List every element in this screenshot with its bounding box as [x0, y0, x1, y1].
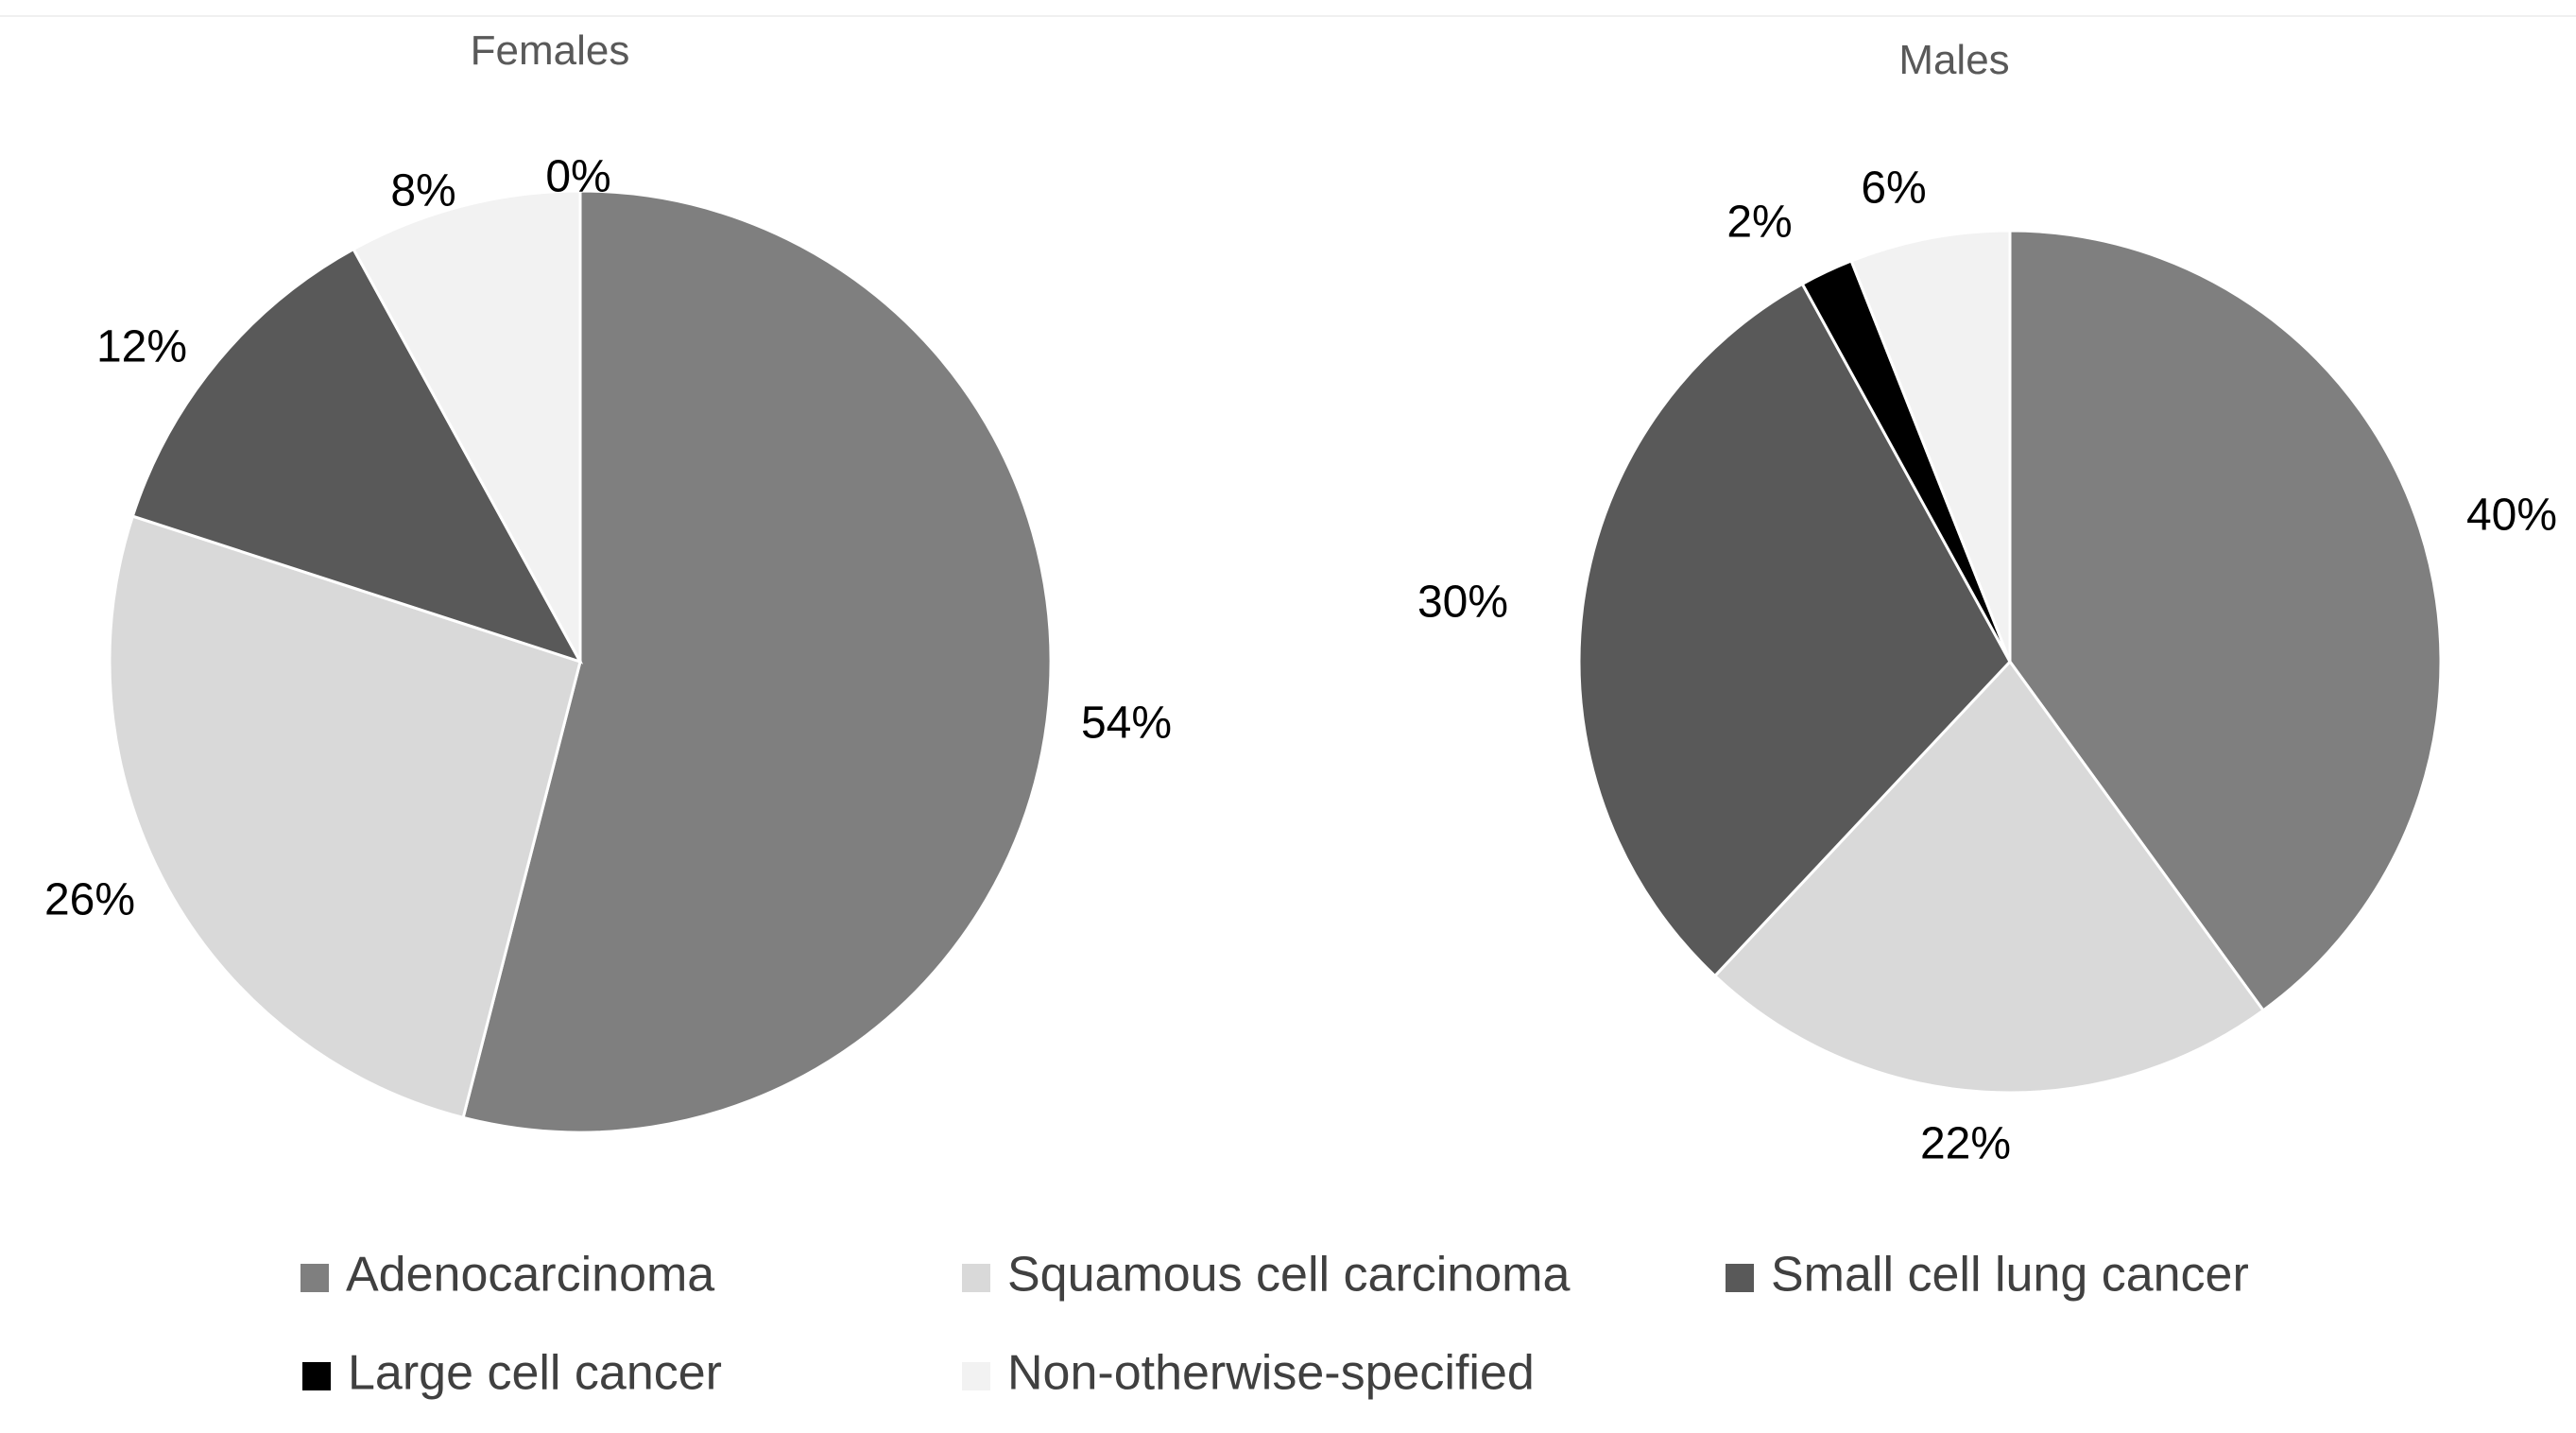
females-label-small-cell: 12% — [96, 322, 187, 372]
males-slice-adenocarcinoma — [2008, 229, 2443, 1013]
legend: Adenocarcinoma Squamous cell carcinoma Sma… — [301, 1248, 2249, 1401]
males-label-nos: 6% — [1861, 164, 1926, 214]
legend-swatch-small-cell — [1726, 1264, 1754, 1292]
males-slice-squamous — [1712, 659, 2266, 1095]
females-label-adenocarcinoma: 54% — [1081, 699, 1172, 749]
females-slice-small-cell — [130, 247, 584, 665]
legend-label-small-cell: Small cell lung cancer — [1771, 1248, 2249, 1303]
legend-swatch-nos — [962, 1362, 990, 1390]
top-divider — [0, 15, 2576, 17]
chart-title-females: Females — [471, 27, 630, 74]
males-label-squamous: 22% — [1920, 1119, 2011, 1169]
legend-label-large-cell: Large cell cancer — [348, 1346, 722, 1401]
males-slice-small-cell — [1577, 282, 2012, 978]
pie-males — [1577, 229, 2443, 1095]
males-slice-nos — [1849, 229, 2012, 663]
legend-label-nos: Non-otherwise-specified — [1007, 1346, 1535, 1401]
males-label-large-cell: 2% — [1726, 198, 1792, 248]
pie-females — [108, 189, 1053, 1134]
males-label-adenocarcinoma: 40% — [2466, 491, 2557, 541]
legend-swatch-squamous — [962, 1264, 990, 1292]
females-slice-squamous — [108, 514, 582, 1120]
females-label-nos: 8% — [390, 166, 455, 216]
legend-swatch-adenocarcinoma — [301, 1264, 329, 1292]
females-slice-nos — [352, 189, 582, 663]
males-label-small-cell: 30% — [1417, 578, 1508, 628]
females-label-large-cell: 0% — [545, 152, 610, 202]
chart-title-males: Males — [1898, 37, 2009, 83]
legend-label-squamous: Squamous cell carcinoma — [1007, 1248, 1570, 1303]
legend-swatch-large-cell — [302, 1362, 331, 1390]
females-slice-adenocarcinoma — [461, 189, 1053, 1134]
data-labels: 54% 26% 12% 0% 8% 40% 22% 30% 2% 6% — [44, 152, 2557, 1169]
females-label-squamous: 26% — [44, 875, 135, 925]
legend-label-adenocarcinoma: Adenocarcinoma — [346, 1248, 714, 1303]
